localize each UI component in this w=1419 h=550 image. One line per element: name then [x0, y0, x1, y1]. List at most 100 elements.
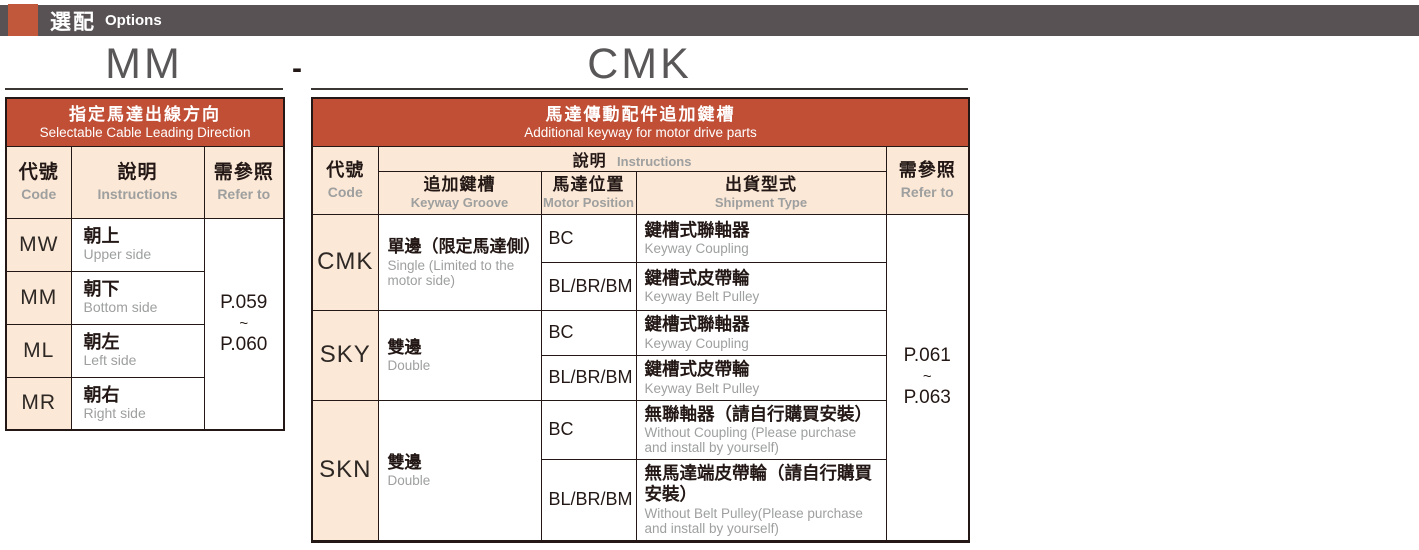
instruction-cell: 朝左 Left side: [70, 323, 205, 378]
col-header-keyway-groove-en: Keyway Groove: [410, 195, 509, 211]
col-header-keyway-groove: 追加鍵槽 Keyway Groove: [377, 170, 542, 215]
keyway-table-title: 馬達傳動配件追加鍵槽 Additional keyway for motor d…: [311, 97, 970, 147]
shipment-zh: 鍵槽式皮帶輪: [644, 267, 750, 288]
shipment-zh: 無聯軸器（請自行購買安裝）: [644, 403, 873, 424]
model-code-left: MM: [105, 40, 183, 88]
shipment-zh: 無馬達端皮帶輪（請自行購買安裝）: [644, 462, 873, 505]
keyway-groove-en: Double: [387, 473, 431, 489]
shipment-type-cell: 鍵槽式聯軸器 Keyway Coupling: [635, 309, 887, 356]
cable-table-title-en: Selectable Cable Leading Direction: [39, 125, 251, 141]
shipment-en: Without Belt Pulley(Please purchase and …: [644, 506, 863, 537]
col-header-shipment-type-en: Shipment Type: [714, 195, 808, 211]
section-title: 選配 Options: [50, 5, 162, 36]
code-mr: MR: [5, 376, 72, 431]
cable-direction-table-wrap: 指定馬達出線方向 Selectable Cable Leading Direct…: [5, 97, 286, 431]
section-title-zh: 選配: [50, 10, 96, 34]
keyway-table: 馬達傳動配件追加鍵槽 Additional keyway for motor d…: [311, 97, 970, 543]
col-header-instructions-zh: 說明: [572, 152, 607, 170]
shipment-en: Keyway Belt Pulley: [644, 380, 760, 396]
motor-position-cell: BL/BR/BM: [540, 458, 637, 542]
keyway-table-title-zh: 馬達傳動配件追加鍵槽: [545, 104, 736, 124]
model-code-separator: -: [292, 52, 302, 85]
shipment-type-cell: 鍵槽式聯軸器 Keyway Coupling: [635, 213, 887, 263]
refer-tilde: ~: [239, 314, 249, 332]
accent-square: [8, 4, 38, 36]
keyway-table-title-en: Additional keyway for motor drive parts: [524, 125, 757, 141]
col-header-refer: 需參照 Refer to: [885, 145, 970, 215]
table-row: ML 朝左 Left side: [5, 323, 284, 378]
col-header-code-zh: 代號: [18, 161, 59, 183]
table-row: MW 朝上 Upper side P.059 ~ P.060: [5, 217, 285, 431]
instruction-cell: 朝下 Bottom side: [70, 270, 205, 325]
shipment-zh: 鍵槽式聯軸器: [644, 314, 750, 334]
col-header-motor-position: 馬達位置 Motor Position: [540, 170, 637, 215]
code-ml: ML: [5, 323, 72, 378]
title-underline-right: [311, 88, 968, 90]
model-code-right: CMK: [587, 40, 692, 88]
refer-pages: P.059 ~ P.060: [203, 217, 285, 431]
col-header-shipment-type-zh: 出貨型式: [725, 175, 797, 195]
col-header-shipment-type: 出貨型式 Shipment Type: [635, 170, 887, 215]
shipment-type-cell: 鍵槽式皮帶輪 Keyway Belt Pulley: [635, 261, 887, 311]
table-row: SKY 雙邊 Double BC 鍵槽式聯軸器 Keyway Coupling: [311, 309, 969, 401]
refer-pages: P.061 ~ P.063: [885, 213, 970, 542]
col-header-instructions-en: Instructions: [97, 186, 178, 203]
keyway-groove-zh: 雙邊: [387, 452, 422, 472]
col-header-instructions-en: Instructions: [617, 153, 692, 169]
col-header-code-en: Code: [21, 186, 57, 203]
instruction-zh: 朝下: [83, 278, 120, 299]
col-header-instructions: 說明 Instructions: [70, 145, 205, 219]
refer-from: P.059: [220, 291, 268, 313]
section-header-bar: 選配 Options: [0, 4, 1419, 36]
cable-table-title: 指定馬達出線方向 Selectable Cable Leading Direct…: [5, 97, 285, 147]
shipment-type-cell: 無馬達端皮帶輪（請自行購買安裝） Without Belt Pulley(Ple…: [635, 458, 887, 542]
keyway-groove-cell: 雙邊 Double: [377, 399, 542, 542]
instruction-cell: 朝右 Right side: [70, 376, 205, 431]
refer-tilde: ~: [922, 367, 932, 385]
cable-direction-table: 指定馬達出線方向 Selectable Cable Leading Direct…: [5, 97, 286, 431]
keyway-groove-zh: 單邊（限定馬達側）: [387, 237, 541, 257]
refer-to: P.063: [903, 387, 951, 409]
col-header-code: 代號 Code: [5, 145, 72, 219]
shipment-zh: 鍵槽式聯軸器: [644, 219, 750, 240]
title-underline-left: [5, 88, 283, 90]
instruction-en: Right side: [83, 405, 146, 422]
table-row: SKN 雙邊 Double BC 無聯軸器（請自行購買安裝） Without C…: [311, 399, 969, 542]
col-header-motor-position-zh: 馬達位置: [552, 175, 625, 195]
col-header-code-zh: 代號: [326, 160, 365, 181]
col-header-refer: 需參照 Refer to: [203, 145, 285, 219]
shipment-en: Keyway Coupling: [644, 241, 749, 257]
instruction-en: Left side: [83, 352, 137, 369]
instruction-zh: 朝上: [83, 225, 120, 246]
motor-position-cell: BL/BR/BM: [540, 261, 637, 311]
shipment-en: Without Coupling (Please purchase and in…: [644, 425, 857, 456]
keyway-table-wrap: 馬達傳動配件追加鍵槽 Additional keyway for motor d…: [311, 97, 970, 543]
instruction-zh: 朝左: [83, 331, 120, 352]
keyway-groove-cell: 單邊（限定馬達側） Single (Limited to the motor s…: [377, 213, 542, 311]
table-row: BL/BR/BM 無馬達端皮帶輪（請自行購買安裝） Without Belt P…: [312, 458, 969, 542]
shipment-en: Keyway Coupling: [644, 335, 749, 351]
code-mm: MM: [5, 270, 72, 325]
table-row: BL/BR/BM 鍵槽式皮帶輪 Keyway Belt Pulley: [312, 261, 969, 311]
col-header-code: 代號 Code: [311, 145, 379, 215]
refer-to: P.060: [220, 334, 268, 355]
col-header-refer-en: Refer to: [217, 186, 271, 203]
shipment-type-cell: 無聯軸器（請自行購買安裝） Without Coupling (Please p…: [635, 399, 887, 460]
col-header-refer-zh: 需參照: [898, 160, 956, 181]
code-sky: SKY: [311, 309, 379, 401]
table-row: MM 朝下 Bottom side: [5, 270, 284, 325]
col-header-instructions-zh: 說明: [117, 161, 158, 183]
col-header-instructions: 說明 Instructions: [377, 145, 887, 172]
instruction-en: Bottom side: [83, 299, 158, 316]
instruction-cell: 朝上 Upper side: [70, 217, 205, 272]
section-title-en: Options: [105, 12, 162, 29]
instruction-en: Upper side: [83, 246, 152, 263]
motor-position-cell: BC: [540, 399, 637, 460]
table-row: BL/BR/BM 鍵槽式皮帶輪 Keyway Belt Pulley: [312, 354, 969, 401]
col-header-refer-en: Refer to: [900, 183, 954, 200]
shipment-zh: 鍵槽式皮帶輪: [644, 359, 750, 379]
keyway-groove-cell: 雙邊 Double: [377, 309, 542, 401]
motor-position-cell: BL/BR/BM: [540, 354, 637, 401]
col-header-keyway-groove-zh: 追加鍵槽: [423, 175, 496, 195]
instruction-zh: 朝右: [83, 384, 120, 405]
